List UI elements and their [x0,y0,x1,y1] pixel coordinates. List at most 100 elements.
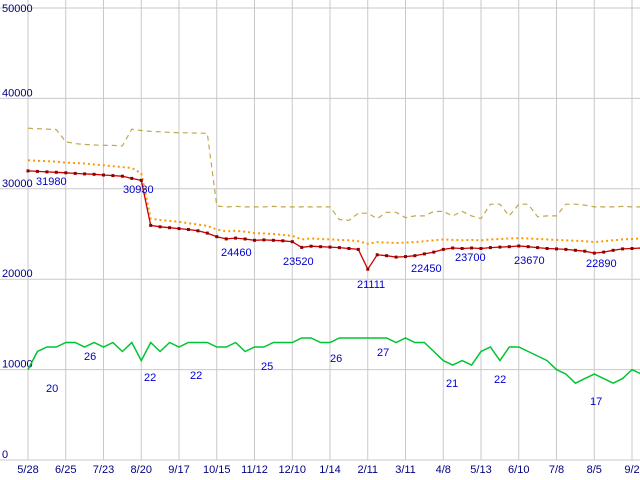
data-point-marker [498,245,502,249]
data-point-marker [102,173,105,177]
data-point-marker [243,237,247,241]
series-max-price [27,127,640,222]
data-point-marker [234,236,238,240]
data-point-marker [92,172,96,176]
data-point-marker [83,172,87,176]
price-label: 30930 [123,184,154,196]
data-point-marker [73,171,77,175]
y-tick-label: 10000 [2,359,33,371]
x-axis-labels: 5/28 6/25 7/23 8/20 9/17 10/15 11/12 12/10 1/14 2… [17,464,639,476]
data-point-marker [356,247,360,251]
data-point-marker [460,247,464,250]
x-tick-label: 7/23 [93,464,114,476]
x-tick-label: 8/20 [131,464,152,476]
data-point-marker [630,247,634,250]
data-point-marker [54,170,58,174]
x-tick-label: 3/11 [395,464,416,476]
data-point-marker [602,250,606,254]
data-point-marker [139,178,143,182]
data-point-marker [488,246,492,250]
data-point-marker [64,171,68,175]
series-line-average-price [27,159,640,245]
data-point-marker [536,246,540,250]
data-point-marker [517,244,521,248]
x-tick-label: 1/14 [319,464,340,476]
series-average-price [27,159,640,245]
data-point-marker [130,176,134,180]
data-point-marker [555,247,558,251]
x-tick-label: 2/11 [357,464,378,476]
gridlines-vertical [27,0,633,460]
series-median-price [26,169,640,271]
count-label: 26 [84,351,96,363]
data-point-marker [347,247,351,250]
data-point-marker [45,170,49,174]
data-point-marker [158,225,162,229]
data-point-marker [271,238,275,242]
data-point-marker [394,255,398,259]
count-label: 25 [261,361,273,373]
count-label: 22 [494,374,506,386]
price-label: 22450 [411,263,442,275]
x-tick-label: 5/28 [17,464,38,476]
data-point-marker [224,237,228,241]
data-point-marker [422,252,426,256]
data-point-marker [281,239,285,243]
count-label: 22 [144,372,156,384]
data-point-marker [432,250,436,254]
count-label: 26 [330,353,342,365]
data-point-marker [385,254,389,258]
data-point-marker [186,228,190,231]
data-point-marker [253,238,256,242]
x-tick-label: 12/10 [278,464,306,476]
y-tick-label: 30000 [2,178,33,190]
data-point-marker [35,169,39,173]
data-point-marker [583,249,587,253]
data-point-marker [168,226,172,230]
count-label: 17 [590,396,602,408]
x-tick-label: 10/15 [203,464,231,476]
data-point-marker [526,245,530,249]
data-point-marker [413,254,417,258]
data-point-marker [545,247,549,250]
data-point-marker [621,247,625,251]
x-tick-label: 5/13 [470,464,491,476]
data-point-marker [196,229,200,233]
x-tick-label: 6/10 [508,464,529,476]
x-tick-label: 7/8 [549,464,564,476]
data-point-marker [337,246,341,250]
data-point-marker [319,245,323,249]
data-point-marker [149,223,153,227]
price-label: 31980 [36,176,67,188]
y-tick-label: 40000 [2,87,33,99]
y-tick-label: 0 [2,449,8,461]
data-point-marker [441,247,445,251]
count-label: 20 [46,383,58,395]
value-annotations: 31980 30930 24460 23520 21111 22450 23700 23670… [36,176,617,408]
price-label: 23520 [283,256,314,268]
y-tick-label: 50000 [2,3,33,15]
series-item-count [27,337,640,385]
series-line-median-price [27,170,640,271]
data-point-marker [26,169,30,173]
data-point-marker [215,235,219,239]
series-line-item-count [27,337,640,385]
price-label: 21111 [357,279,385,291]
data-point-marker [564,247,568,251]
price-label: 23700 [455,252,486,264]
data-point-marker [375,253,379,257]
price-label: 23670 [514,255,545,267]
price-label: 24460 [221,247,252,259]
price-label: 22890 [586,258,617,270]
data-point-marker [300,245,304,249]
count-label: 22 [190,370,202,382]
data-point-marker [177,227,181,231]
x-tick-label: 8/5 [587,464,602,476]
data-point-marker [592,251,596,255]
data-point-marker [111,174,115,178]
data-point-marker [290,240,294,244]
x-tick-label: 9/2 [624,464,639,476]
data-point-marker [479,247,483,250]
data-point-marker [470,246,474,250]
